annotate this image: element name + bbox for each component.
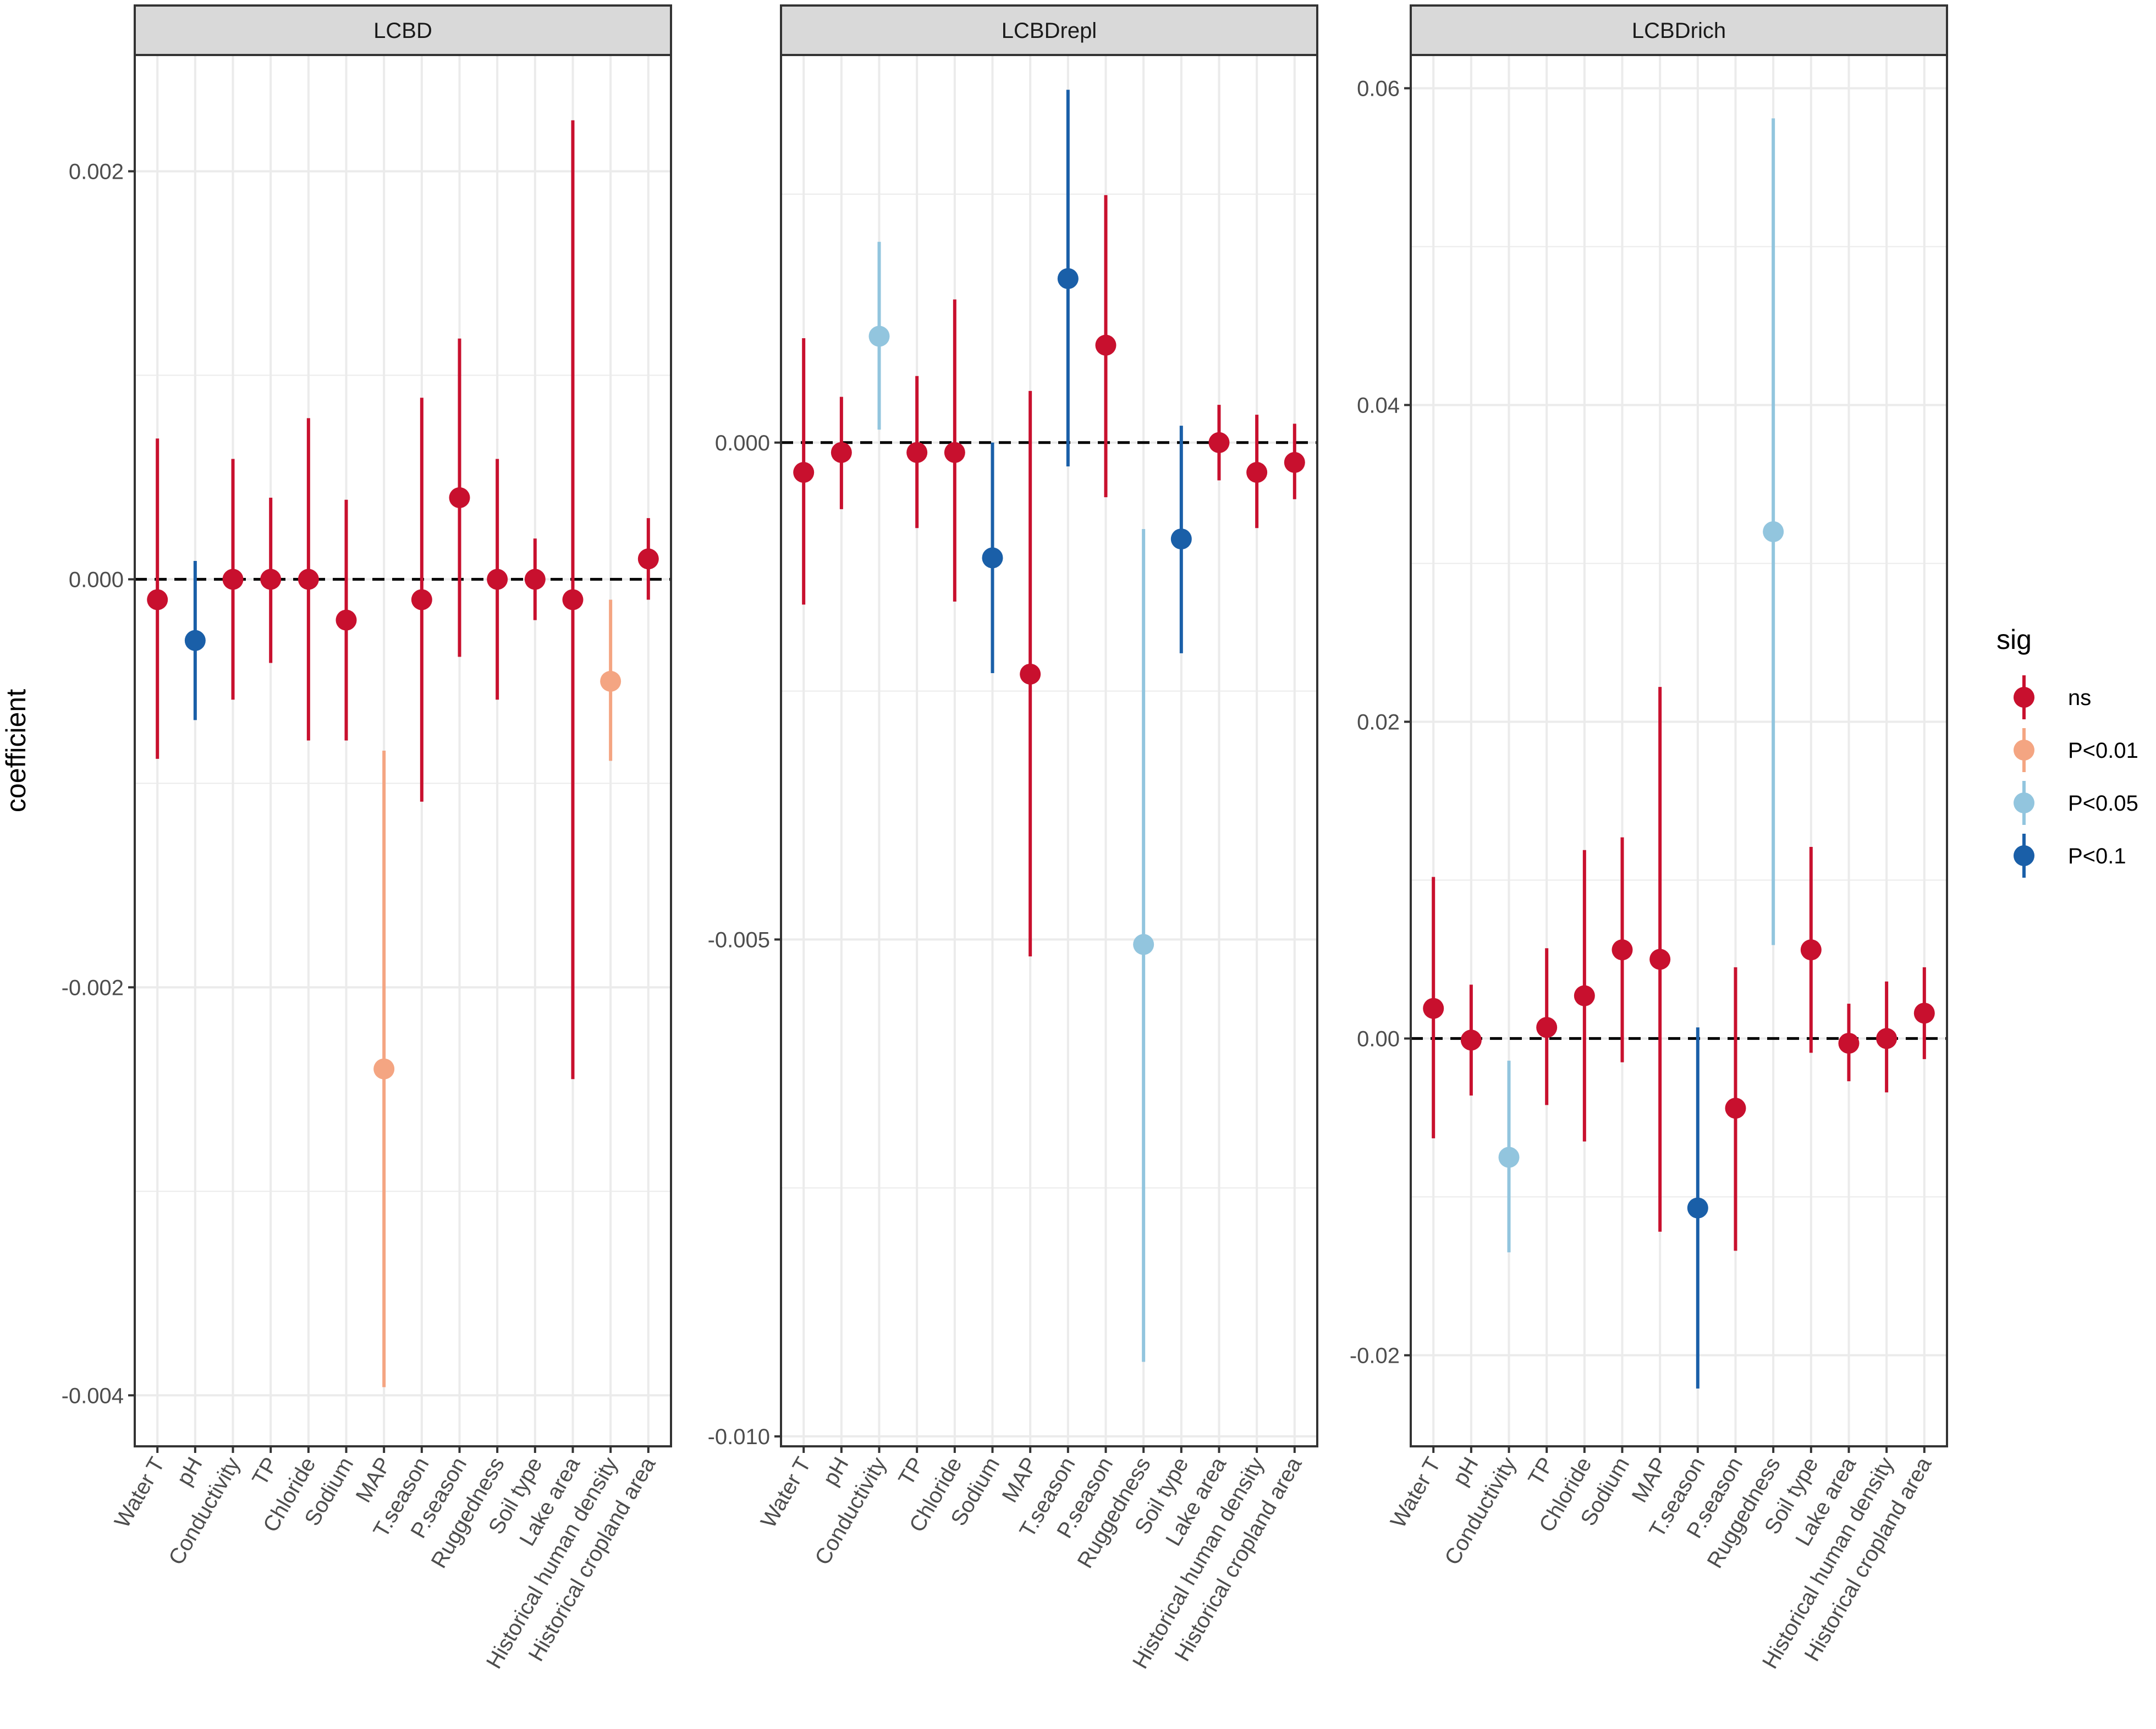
point-sodium — [336, 609, 357, 631]
point-historical-human-density — [600, 670, 622, 692]
point-lake-area — [1838, 1033, 1860, 1054]
point-sodium — [1612, 939, 1633, 961]
y-axis-title: coefficient — [1, 689, 31, 812]
point-t-season — [1057, 268, 1079, 289]
point-ph — [831, 442, 852, 463]
y-tick-label: 0.002 — [69, 159, 124, 184]
point-map — [373, 1058, 395, 1080]
y-tick-label: 0.00 — [1357, 1027, 1400, 1051]
point-conductivity — [1498, 1147, 1520, 1168]
y-tick-label: -0.010 — [708, 1425, 770, 1449]
point-tp — [906, 442, 928, 463]
point-historical-cropland-area — [1913, 1003, 1935, 1024]
x-tick-label: TP — [894, 1453, 929, 1490]
x-tick-label: TP — [1524, 1453, 1559, 1490]
point-conductivity — [222, 569, 244, 590]
point-ruggedness — [1763, 521, 1784, 542]
legend-label: ns — [2068, 686, 2091, 710]
point-tp — [260, 569, 282, 590]
point-chloride — [1574, 985, 1595, 1006]
y-tick-label: -0.005 — [708, 928, 770, 952]
strip-label: LCBDrepl — [1002, 19, 1097, 43]
point-water-t — [1423, 998, 1444, 1019]
legend-key-ns — [2014, 675, 2034, 719]
x-tick-label: Water T — [756, 1453, 816, 1532]
panel-background — [781, 55, 1317, 1446]
point-ruggedness — [487, 569, 508, 590]
strip-label: LCBDrich — [1632, 19, 1726, 43]
point-historical-human-density — [1876, 1028, 1898, 1049]
x-tick-label: Water T — [110, 1453, 169, 1532]
point-p-season — [1095, 334, 1116, 356]
legend-label: P<0.1 — [2068, 844, 2126, 868]
legend-key-p-0-1 — [2014, 834, 2034, 878]
x-tick-label: TP — [248, 1453, 283, 1490]
point-historical-cropland-area — [637, 548, 659, 570]
point-water-t — [147, 589, 168, 610]
y-tick-label: 0.000 — [69, 568, 124, 592]
point-p-season — [1725, 1098, 1746, 1119]
point-p-season — [449, 487, 470, 508]
point-historical-human-density — [1246, 462, 1268, 483]
point-t-season — [411, 589, 432, 610]
point-soil-type — [1170, 528, 1192, 550]
point-ph — [184, 630, 206, 651]
point-t-season — [1687, 1197, 1708, 1219]
x-tick-label: pH — [172, 1453, 207, 1490]
legend-key-point — [2014, 740, 2034, 761]
panel-background — [135, 55, 671, 1446]
y-tick-label: 0.02 — [1357, 710, 1400, 734]
y-tick-label: 0.04 — [1357, 393, 1400, 417]
point-ruggedness — [1133, 934, 1154, 955]
point-ph — [1460, 1029, 1482, 1051]
x-tick-label: pH — [1448, 1453, 1483, 1490]
strip-background — [780, 4, 1318, 56]
strip-background — [134, 4, 672, 56]
x-tick-label: Water T — [1386, 1453, 1445, 1532]
y-tick-label: -0.002 — [62, 976, 124, 1000]
legend-key-point — [2014, 792, 2034, 813]
x-tick-label: pH — [818, 1453, 854, 1490]
y-tick-label: -0.02 — [1350, 1343, 1400, 1368]
y-tick-label: 0.06 — [1357, 76, 1400, 101]
point-map — [1649, 949, 1671, 970]
point-chloride — [944, 442, 965, 463]
legend-label: P<0.01 — [2068, 739, 2138, 763]
legend-label: P<0.05 — [2068, 791, 2138, 816]
legend-title: sig — [1997, 624, 2032, 655]
point-soil-type — [1800, 939, 1822, 961]
panel-background — [1411, 55, 1947, 1446]
point-conductivity — [868, 326, 890, 347]
point-water-t — [793, 462, 815, 483]
legend-key-point — [2014, 687, 2034, 708]
point-lake-area — [562, 589, 584, 610]
point-map — [1020, 663, 1041, 685]
legend: sig ns P<0.01 P<0.05 P<0.1 — [1997, 624, 2138, 878]
y-tick-label: 0.000 — [715, 431, 770, 455]
point-tp — [1536, 1017, 1558, 1038]
point-historical-cropland-area — [1284, 451, 1305, 473]
legend-key-p-0-01 — [2014, 728, 2034, 772]
point-soil-type — [524, 569, 546, 590]
strip-label: LCBD — [373, 19, 432, 43]
y-tick-label: -0.004 — [62, 1384, 124, 1408]
strip-background — [1410, 4, 1948, 56]
point-lake-area — [1208, 432, 1230, 453]
point-chloride — [298, 569, 319, 590]
point-sodium — [982, 547, 1003, 569]
legend-key-p-0-05 — [2014, 781, 2034, 825]
legend-key-point — [2014, 845, 2034, 866]
